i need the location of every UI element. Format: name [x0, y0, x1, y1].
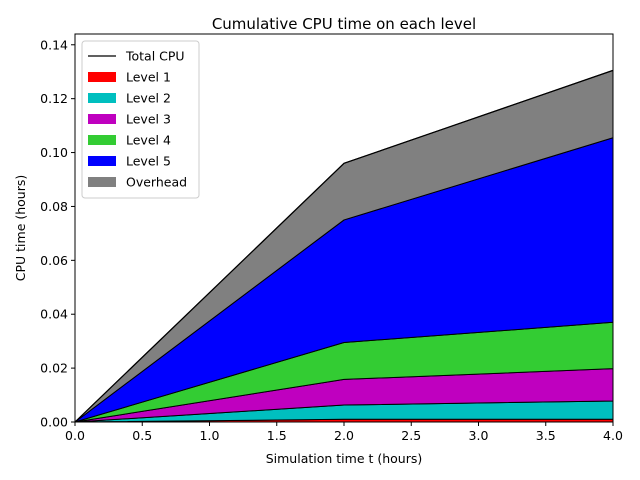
total-cpu-line — [74, 69, 614, 423]
legend-label-level-4: Level 4 — [126, 133, 171, 148]
y-tick-label: 0.04 — [40, 307, 68, 322]
x-axis-title: Simulation time t (hours) — [266, 451, 423, 466]
total-line-layer — [74, 69, 614, 423]
x-tick-label: 3.0 — [469, 428, 489, 443]
legend-swatch-level-5 — [88, 156, 116, 166]
legend-label-level-5: Level 5 — [126, 154, 171, 169]
x-tick-label: 0.0 — [65, 428, 85, 443]
legend-swatch-level-1 — [88, 72, 116, 82]
legend-swatch-level-3 — [88, 114, 116, 124]
y-tick-label: 0.06 — [40, 253, 68, 268]
y-tick-label: 0.00 — [40, 415, 68, 430]
y-tick-label: 0.14 — [40, 37, 68, 52]
y-axis: 0.00 0.02 0.04 0.06 0.08 0.10 0.12 0.14 — [40, 37, 75, 430]
y-axis-title: CPU time (hours) — [13, 175, 28, 282]
x-tick-label: 3.5 — [536, 428, 556, 443]
legend-label-overhead: Overhead — [126, 175, 187, 190]
legend-swatch-level-4 — [88, 135, 116, 145]
chart-title: Cumulative CPU time on each level — [212, 15, 476, 33]
legend-label-level-1: Level 1 — [126, 70, 171, 85]
x-tick-label: 2.0 — [334, 428, 354, 443]
legend-swatch-overhead — [88, 177, 116, 187]
x-tick-label: 0.5 — [132, 428, 152, 443]
x-tick-label: 4.0 — [603, 428, 623, 443]
y-tick-label: 0.10 — [40, 145, 68, 160]
x-tick-label: 1.0 — [200, 428, 220, 443]
legend-label-total-cpu: Total CPU — [125, 49, 185, 64]
legend-swatch-level-2 — [88, 93, 116, 103]
x-tick-label: 1.5 — [267, 428, 287, 443]
y-tick-label: 0.12 — [40, 91, 68, 106]
y-tick-label: 0.08 — [40, 199, 68, 214]
y-tick-label: 0.02 — [40, 361, 68, 376]
x-axis: 0.0 0.5 1.0 1.5 2.0 2.5 3.0 3.5 4.0 — [65, 422, 623, 443]
legend-label-level-2: Level 2 — [126, 91, 171, 106]
x-tick-label: 2.5 — [401, 428, 421, 443]
legend: Total CPU Level 1 Level 2 Level 3 Level 4 Lev… — [81, 40, 200, 199]
legend-label-level-3: Level 3 — [126, 112, 171, 127]
